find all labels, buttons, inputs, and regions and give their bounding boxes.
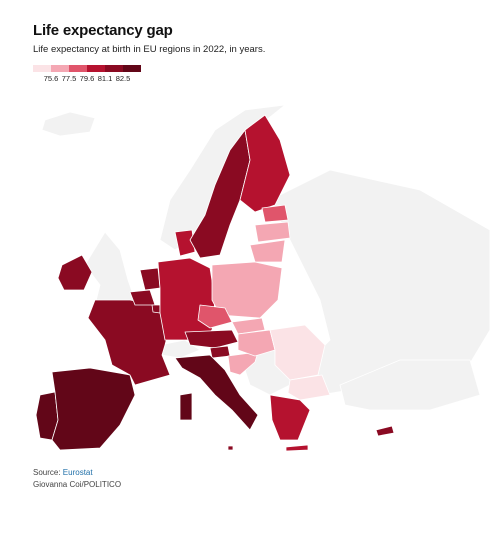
legend-break-5: 82.5 <box>115 74 131 83</box>
legend: 75.6 77.5 79.6 81.1 82.5 <box>33 65 163 86</box>
source-label: Source: <box>33 468 63 477</box>
region-slovenia <box>209 345 231 359</box>
legend-swatch-2 <box>51 65 69 72</box>
map-subtitle: Life expectancy at birth in EU regions i… <box>33 44 266 55</box>
credits: Source: Eurostat Giovanna Coi/POLITICO <box>33 467 121 491</box>
region-sardinia <box>179 392 193 421</box>
region-cyprus <box>375 425 395 437</box>
region-estonia <box>261 204 289 223</box>
region-latvia <box>254 221 291 243</box>
region-united-kingdom <box>84 231 136 311</box>
legend-swatches <box>33 65 163 72</box>
region-slovakia <box>231 317 266 335</box>
region-belgium <box>129 289 156 306</box>
region-spain <box>51 367 136 451</box>
source-link[interactable]: Eurostat <box>62 468 93 477</box>
region-iceland <box>41 111 96 137</box>
author-credit: Giovanna Coi/POLITICO <box>33 480 122 489</box>
region-italy <box>174 354 259 431</box>
region-malta <box>227 445 234 451</box>
legend-break-2: 77.5 <box>61 74 77 83</box>
map-title: Life expectancy gap <box>33 22 173 39</box>
region-czechia <box>197 304 233 329</box>
legend-swatch-5 <box>105 65 123 72</box>
legend-break-3: 79.6 <box>79 74 95 83</box>
legend-swatch-3 <box>69 65 87 72</box>
legend-break-4: 81.1 <box>97 74 113 83</box>
region-turkey <box>339 359 481 411</box>
region-finland <box>239 114 291 213</box>
region-crete <box>285 444 309 452</box>
region-poland <box>211 261 283 319</box>
region-austria <box>184 329 239 349</box>
region-denmark <box>174 229 196 257</box>
region-lithuania <box>249 239 286 263</box>
region-ireland <box>57 254 93 291</box>
legend-break-1: 75.6 <box>43 74 59 83</box>
europe-map <box>35 104 491 452</box>
legend-swatch-6 <box>123 65 141 72</box>
legend-swatch-4 <box>87 65 105 72</box>
region-hungary <box>237 329 276 357</box>
region-netherlands <box>139 267 161 291</box>
region-bulgaria <box>287 374 331 401</box>
legend-swatch-1 <box>33 65 51 72</box>
region-germany <box>157 257 216 341</box>
source-line: Source: Eurostat <box>33 467 121 479</box>
legend-labels: 75.6 77.5 79.6 81.1 82.5 <box>33 74 163 86</box>
region-greece <box>269 394 311 441</box>
region-luxembourg <box>151 304 161 314</box>
